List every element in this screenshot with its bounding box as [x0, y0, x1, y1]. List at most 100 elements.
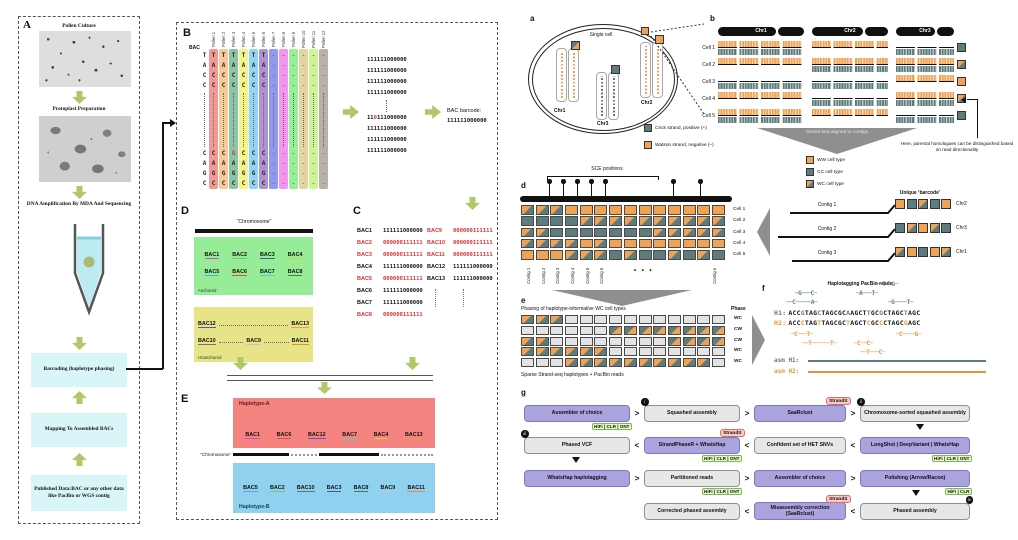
cell-type-square [667, 347, 681, 357]
pollen-column: Pollen 12 - - - - - - - - [319, 29, 328, 189]
bac-label: BAC9 [380, 484, 396, 492]
right-arrow-icon [752, 315, 765, 365]
base-letter: - [311, 151, 315, 157]
cell-type-square [623, 315, 637, 324]
cell-type-square [565, 216, 579, 226]
pipeline-box: Confident set of HET SNVs [754, 436, 846, 454]
chr1-ideogram: Chr1 [718, 27, 804, 36]
cell-type-square [623, 238, 637, 249]
strandseq-track [812, 108, 888, 124]
base-letter: - [321, 161, 325, 167]
cell-type-square [638, 205, 652, 215]
bac-barcode-value: 111111000000 [447, 118, 487, 124]
base-letter: - [311, 53, 315, 59]
cell-type-square [653, 336, 667, 346]
flow-arrow-icon: < [744, 440, 750, 450]
cell-type-square [535, 205, 549, 215]
ellipsis [309, 91, 318, 149]
pollen-column: Pollen 8 - - - - - - - - [279, 29, 288, 189]
bac-label: BAC12 [198, 320, 216, 328]
base-letter: G [221, 170, 226, 177]
flow-arrow-icon: < [634, 440, 640, 450]
base-letter: G [895, 319, 900, 327]
bac-label: BAC10 [296, 484, 315, 492]
base-letter: T [231, 52, 236, 59]
base-letter: C [800, 319, 805, 327]
sce-marker-dot [671, 179, 676, 184]
cell-type-square [594, 250, 608, 260]
panel-label-f: f [762, 284, 765, 293]
cell-type-square [957, 43, 966, 52]
base-letter: C [231, 82, 236, 89]
cell-type-square [609, 205, 623, 215]
chr2-label: Chr2 [641, 100, 653, 106]
base-letter: - [291, 73, 295, 79]
pollen-column-label: Pollen 6 [261, 31, 266, 47]
phase-label: WC [734, 316, 742, 321]
cell-type-square [653, 227, 667, 238]
bac-row-label: BAC [189, 45, 200, 51]
sce-marker-dot [561, 179, 566, 184]
cell-type-square [711, 325, 725, 335]
flow-arrow-icon: > [850, 473, 856, 483]
legend-label: CC cell type [817, 169, 843, 175]
base-letter: C [251, 82, 256, 89]
ellipsis [200, 91, 209, 149]
ellipsis [269, 91, 278, 149]
base-letter: - [271, 161, 275, 167]
tech-badge: HiFi | CLR | ONT [931, 454, 972, 462]
cell-type-square [711, 336, 725, 346]
cell-type-square [594, 227, 608, 238]
ellipsis [239, 91, 248, 149]
step-numeral: iv [965, 496, 973, 504]
bac-label: BAC7 [260, 268, 275, 276]
base-letter: A [788, 319, 793, 327]
contig-backbone-bar [520, 196, 732, 202]
panel-label-E: E [181, 393, 189, 405]
strandseq-track [896, 108, 954, 124]
haplotype-b-box: BAC5 BAC2 BAC10 BAC3 BAC8 BAC9 BAC11 Haplotype… [233, 463, 435, 513]
sce-marker [563, 181, 564, 196]
anchored-label: Anchored [198, 288, 217, 293]
sce-marker [591, 181, 592, 196]
chr1-label: Chr1 [554, 108, 566, 114]
anchored-bac-box: BAC1 BAC2 BAC3 BAC4 BAC5 BAC6 BAC7 BAC8 Anchor… [194, 237, 313, 295]
cell-type-square [653, 358, 667, 368]
cell-type-square [895, 199, 905, 209]
dotted-gap [218, 324, 289, 326]
chromatid [640, 42, 651, 98]
cell-type-square [609, 238, 623, 249]
sce-marker-dot [547, 179, 552, 184]
base-letter: - [321, 151, 325, 157]
strandseq-track [718, 108, 804, 124]
cell-type-square [550, 315, 564, 324]
base-letter: - [291, 161, 295, 167]
base-letter: G [903, 319, 908, 327]
sce-marker [700, 181, 701, 196]
cell-type-square [571, 41, 580, 50]
legend-label: Watson strand, negative (–) [655, 142, 714, 148]
pollen-column: Pollen 10 - - - - - - - - [299, 29, 308, 189]
bac-label: BAC10 [198, 337, 216, 345]
bac-barcode-row: BAC12 111111000000 [427, 264, 493, 270]
cell-row: Cell 5 [702, 108, 968, 124]
cell-label: Cell 1 [733, 207, 746, 212]
ellipsis [259, 91, 268, 149]
flow-arrow-icon: > [634, 473, 640, 483]
legend-watson: Watson strand, negative (–) [644, 141, 714, 149]
sce-marker-dot [603, 179, 608, 184]
chromosome-label: “Chromosome” [200, 452, 231, 457]
cell-label: Cell 2 [733, 218, 746, 224]
pacbio-read: ─C───T─ [791, 331, 813, 338]
pipeline-row: Phased VCF iii < StrandPhaseR + WhatsHap Str… [521, 429, 972, 462]
base-letter: G [854, 319, 859, 327]
cell-type-square [667, 358, 681, 368]
pollen-column: Pollen 9 - - - - - - - - [289, 29, 298, 189]
bac-barcode-table-right: BAC9 000000111111 BAC10 000000111111 BAC11 00… [427, 225, 493, 285]
strandseq-track [896, 91, 954, 107]
pollen-column-label: Pollen 5 [251, 31, 256, 47]
panel-label-a: a [530, 14, 535, 23]
cell-type-square [653, 325, 667, 335]
step-numeral: iii [521, 430, 529, 438]
